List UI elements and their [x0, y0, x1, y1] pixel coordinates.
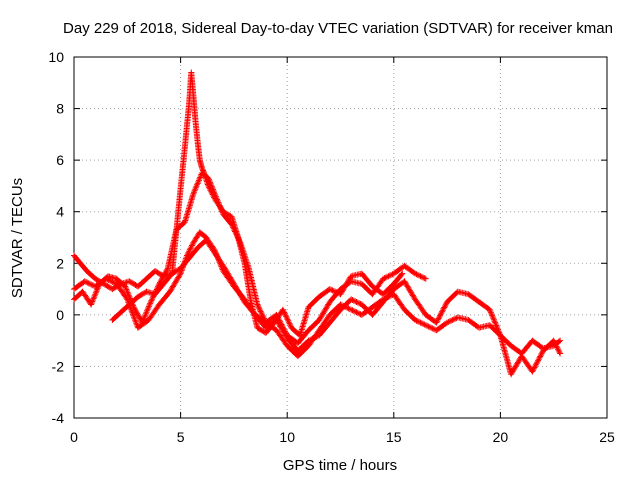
y-tick-label: 6	[56, 152, 64, 168]
x-tick-label: 15	[386, 429, 402, 445]
x-tick-label: 20	[493, 429, 509, 445]
y-axis-label: SDTVAR / TECUs	[9, 178, 26, 298]
y-tick-label: 0	[56, 307, 64, 323]
x-tick-label: 25	[599, 429, 615, 445]
plot-frame	[73, 56, 608, 419]
x-tick-label: 5	[177, 429, 185, 445]
series-trace-a	[71, 69, 406, 339]
series-markers	[71, 69, 406, 339]
data-series	[71, 69, 564, 378]
series-trace-b	[71, 170, 429, 347]
x-tick-label: 0	[70, 429, 78, 445]
x-axis-label: GPS time / hours	[283, 457, 397, 474]
y-tick-label: -4	[52, 410, 65, 426]
series-markers	[71, 170, 429, 347]
chart-title: Day 229 of 2018, Sidereal Day-to-day VTE…	[63, 20, 613, 37]
series-markers	[109, 237, 564, 378]
x-axis-ticks: 0 5 10 15 20 25	[70, 57, 615, 445]
y-tick-label: 10	[48, 49, 64, 65]
y-tick-label: 8	[56, 101, 64, 117]
series-trace-d	[109, 237, 564, 378]
x-tick-label: 10	[279, 429, 295, 445]
y-axis-ticks: -4 -2 0 2 4 6 8 10	[48, 49, 607, 426]
y-tick-label: -2	[52, 358, 65, 374]
y-tick-label: 4	[56, 204, 64, 220]
y-tick-label: 2	[56, 255, 64, 271]
